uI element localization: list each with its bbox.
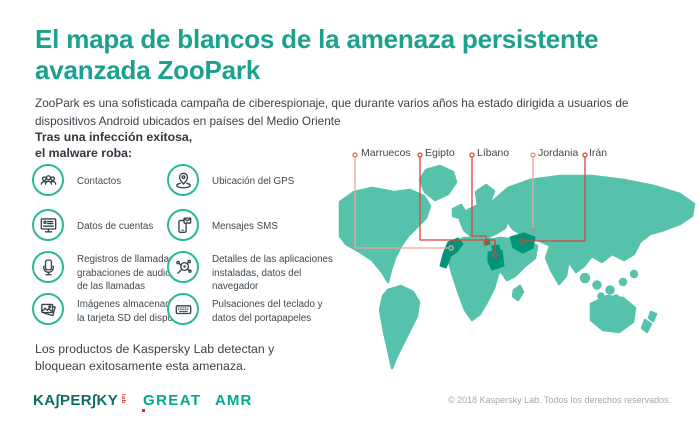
callout-libano <box>471 157 487 240</box>
callout-libano-target <box>483 240 489 246</box>
feature-label: Pulsaciones del teclado y datos del port… <box>212 299 323 324</box>
intro-text: ZooPark es una sofisticada campaña de ci… <box>35 96 629 129</box>
world-map: Marruecos Egipto Líbano Jordania Irán <box>338 140 700 375</box>
feature-label: Contactos <box>77 176 122 187</box>
amr-logo: AMR <box>215 392 253 409</box>
highlight-jordania <box>491 244 501 254</box>
south-america <box>378 284 421 370</box>
great-wordmark: GREAT <box>143 392 202 409</box>
continents <box>338 164 696 370</box>
country-label-libano: Líbano <box>477 147 510 159</box>
british-isles <box>451 203 467 220</box>
call-records-icon <box>32 251 64 283</box>
callout-egipto <box>419 157 496 252</box>
lead-text: Tras una infección exitosa, el malware r… <box>35 130 193 161</box>
copyright-text: © 2018 Kaspersky Lab. Todos los derechos… <box>448 395 672 405</box>
scandinavia <box>474 183 496 208</box>
feature-label: Detalles de las aplicaciones instaladas,… <box>212 254 333 293</box>
sd-images-icon <box>32 293 64 325</box>
new-zealand <box>640 310 658 334</box>
page-title: El mapa de blancos de la amenaza persist… <box>35 24 599 86</box>
kaspersky-logo: KA∫PER∫KY lab <box>33 392 126 409</box>
contacts-icon <box>32 164 64 196</box>
account-data-icon <box>32 209 64 241</box>
australia <box>589 294 637 334</box>
great-logo: GREAT <box>142 392 202 423</box>
country-label-iran: Irán <box>589 147 608 159</box>
sms-messages-icon <box>167 209 199 241</box>
greenland <box>418 164 458 202</box>
feature-label: Datos de cuentas <box>77 221 154 232</box>
gps-location-icon <box>167 164 199 196</box>
callout-marruecos-target <box>448 245 454 251</box>
kaspersky-wordmark: KA∫PER∫KY <box>33 392 119 409</box>
feature-label: Ubicación del GPS <box>212 176 295 187</box>
country-label-egipto: Egipto <box>425 147 455 159</box>
feature-label: Mensajes SMS <box>212 221 278 232</box>
japan <box>640 208 655 227</box>
kaspersky-lab-mark: lab <box>119 394 126 404</box>
country-label-marruecos: Marruecos <box>361 147 411 159</box>
keylogger-icon <box>167 293 199 325</box>
country-label-jordania: Jordania <box>538 147 579 159</box>
installed-apps-icon <box>167 251 199 283</box>
callout-jordania-target <box>531 228 535 232</box>
world-map-svg <box>338 152 696 370</box>
madagascar <box>511 284 525 302</box>
india <box>544 244 570 286</box>
north-america <box>338 186 432 284</box>
callout-marruecos <box>354 157 448 249</box>
callout-iran <box>525 157 586 242</box>
callout-egipto-target <box>492 252 498 258</box>
callout-lines <box>352 152 588 258</box>
great-logo-accent <box>142 409 145 412</box>
callout-iran-target <box>519 238 525 244</box>
closing-text: Los productos de Kaspersky Lab detectan … <box>35 342 275 374</box>
